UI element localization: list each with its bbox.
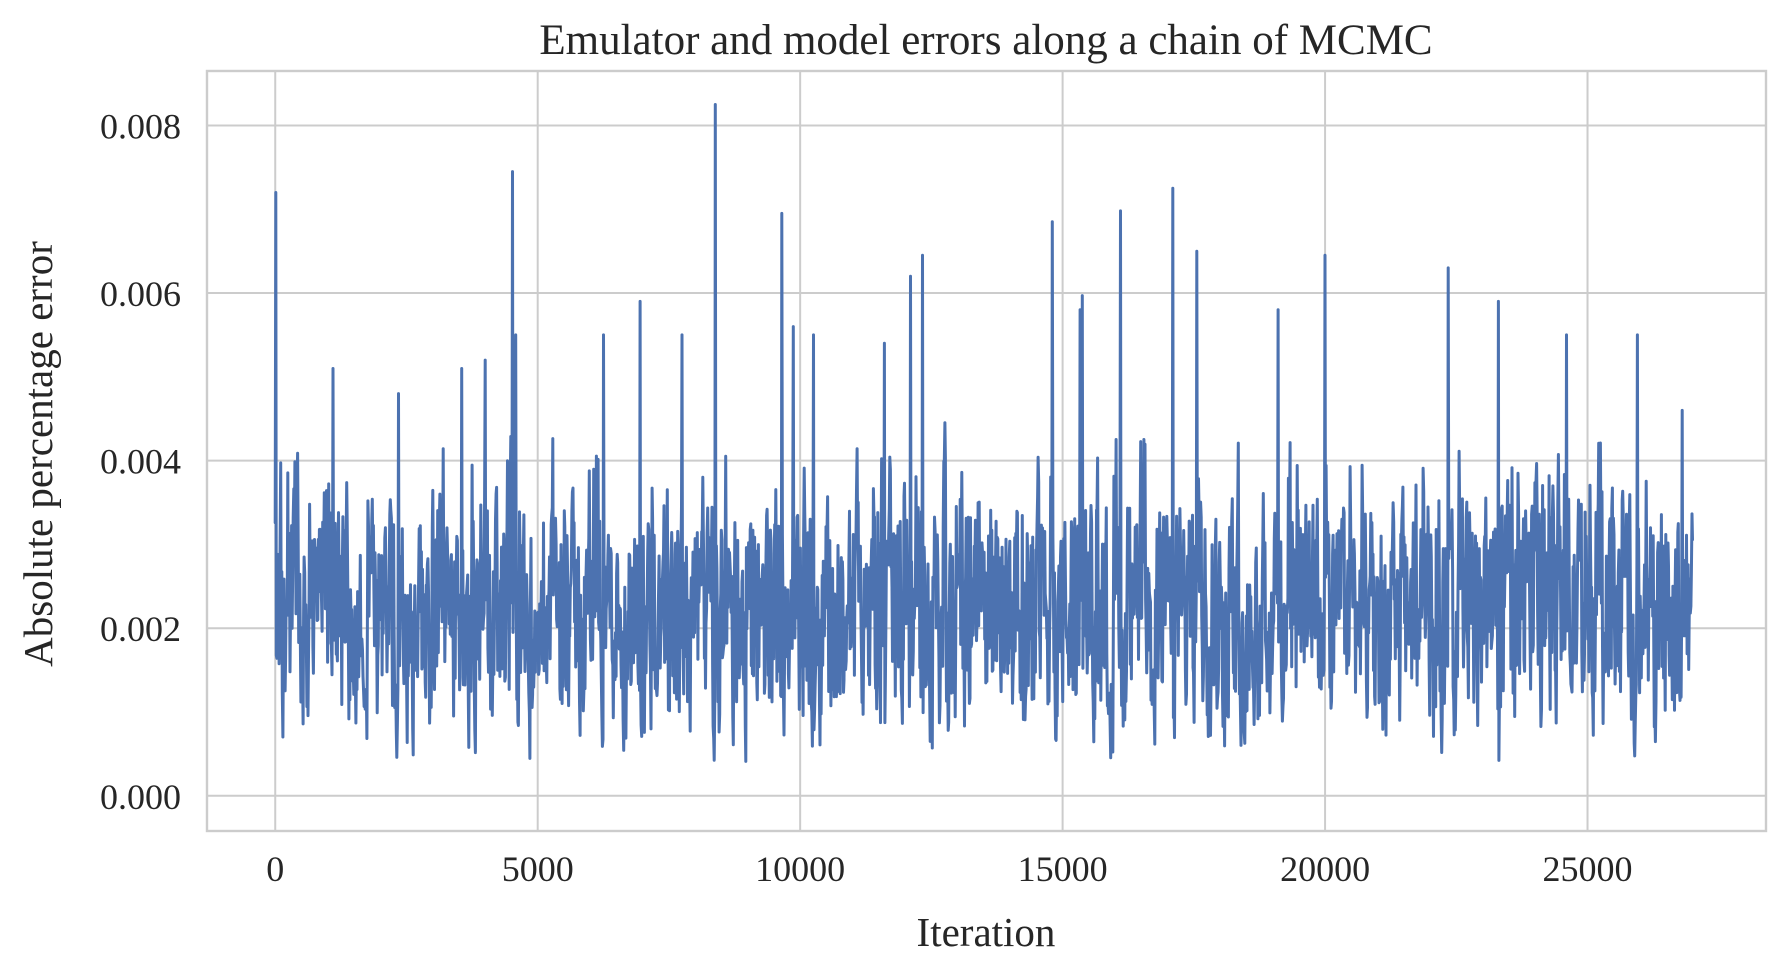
series-group xyxy=(273,103,1694,763)
x-tick-label: 25000 xyxy=(1543,849,1633,889)
chart-title: Emulator and model errors along a chain … xyxy=(539,17,1432,64)
x-tick-label: 15000 xyxy=(1018,849,1108,889)
y-tick-label: 0.008 xyxy=(100,106,181,146)
plot-frame xyxy=(205,69,1768,833)
x-tick-label: 20000 xyxy=(1280,849,1370,889)
series-line-0 xyxy=(273,103,1694,763)
x-axis-label: Iteration xyxy=(917,909,1056,955)
y-tick-label: 0.004 xyxy=(100,442,181,482)
x-ticks: 0 5000 10000 15000 20000 25000 xyxy=(266,849,1632,889)
x-tick-label: 0 xyxy=(266,849,284,889)
y-tick-label: 0.002 xyxy=(100,609,181,649)
y-tick-label: 0.006 xyxy=(100,274,181,314)
y-axis-label: Absolute percentage error xyxy=(15,241,61,667)
x-tick-label: 10000 xyxy=(755,849,845,889)
y-tick-label: 0.000 xyxy=(100,777,181,817)
x-tick-label: 5000 xyxy=(502,849,574,889)
y-ticks: 0.000 0.002 0.004 0.006 0.008 xyxy=(100,106,181,816)
